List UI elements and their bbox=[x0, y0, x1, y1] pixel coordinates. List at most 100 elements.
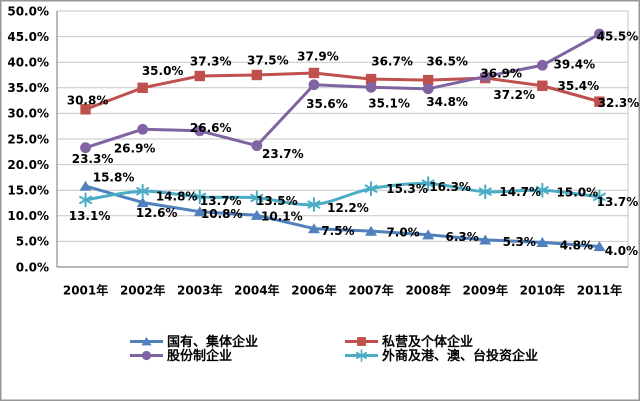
data-label: 13.5% bbox=[256, 194, 298, 208]
series-line bbox=[84, 71, 601, 111]
data-label: 16.3% bbox=[429, 180, 471, 194]
data-point-marker bbox=[250, 190, 264, 206]
legend-label: 国有、集体企业 bbox=[167, 334, 258, 350]
series-labels-3: 13.1%14.8% 13.7% 13.5% 12.2%15.3% 16.3% 14.7%… bbox=[69, 180, 639, 223]
data-point-marker bbox=[79, 192, 93, 208]
y-tick-label: 0.0% bbox=[16, 260, 49, 274]
data-point-marker bbox=[478, 184, 492, 200]
series-line bbox=[84, 32, 601, 150]
series-line bbox=[84, 184, 601, 249]
data-point-marker bbox=[365, 81, 377, 93]
data-label: 37.2% bbox=[493, 88, 535, 102]
x-axis-label: 2003年 bbox=[177, 283, 222, 298]
data-label: 13.7% bbox=[597, 195, 639, 209]
data-point-marker bbox=[307, 197, 321, 212]
x-axis-label: 2006年 bbox=[291, 283, 336, 298]
data-point-marker bbox=[422, 83, 434, 95]
data-label: 35.6% bbox=[306, 97, 348, 111]
y-tick-label: 50.0% bbox=[7, 4, 49, 18]
data-point-marker bbox=[251, 140, 263, 152]
data-point-marker bbox=[479, 71, 491, 82]
y-tick-label: 5.0% bbox=[16, 235, 49, 249]
data-point-marker bbox=[592, 189, 606, 205]
data-point-marker bbox=[308, 67, 320, 79]
data-label: 32.3% bbox=[598, 96, 640, 110]
data-point-marker bbox=[422, 229, 435, 240]
x-axis-label: 2008年 bbox=[405, 283, 450, 298]
x-axis-label: 2001年 bbox=[63, 283, 108, 298]
series-2 bbox=[80, 28, 605, 154]
data-label: 37.9% bbox=[297, 49, 339, 63]
data-label: 15.8% bbox=[93, 170, 135, 184]
data-label: 5.3% bbox=[503, 235, 536, 249]
data-label: 34.8% bbox=[426, 95, 468, 109]
data-label: 14.8% bbox=[156, 190, 198, 204]
x-axis-label: 2004年 bbox=[234, 283, 279, 298]
data-point-marker bbox=[365, 225, 378, 236]
data-label: 35.4% bbox=[558, 79, 600, 93]
series-line bbox=[84, 181, 601, 207]
data-label: 39.4% bbox=[554, 58, 596, 72]
data-label: 36.9% bbox=[480, 66, 522, 80]
data-point-marker bbox=[80, 104, 91, 115]
x-axis-label: 2002年 bbox=[120, 283, 165, 298]
y-tick-label: 25.0% bbox=[7, 132, 49, 146]
legend-item: 外商及港、澳、台投资企业 bbox=[345, 348, 538, 364]
data-point-marker bbox=[193, 206, 206, 217]
series-labels-2: 23.3%26.9% 26.6% 23.7% 35.6% 35.1% 34.8% 37.2%… bbox=[72, 29, 639, 166]
data-point-marker bbox=[308, 79, 320, 91]
x-axis-label: 2011年 bbox=[577, 283, 622, 298]
legend-label: 外商及港、澳、台投资企业 bbox=[381, 348, 538, 364]
x-axis-label: 2010年 bbox=[520, 283, 565, 298]
data-label: 45.5% bbox=[597, 29, 639, 43]
data-label: 10.8% bbox=[201, 207, 243, 221]
legend-label: 股份制企业 bbox=[167, 348, 232, 364]
data-point-marker bbox=[194, 125, 206, 137]
data-point-marker bbox=[79, 180, 92, 191]
data-point-marker bbox=[355, 349, 368, 362]
y-tick-label: 40.0% bbox=[7, 56, 49, 70]
data-label: 35.0% bbox=[142, 64, 184, 78]
data-label: 13.7% bbox=[200, 194, 242, 208]
data-label: 35.1% bbox=[368, 97, 410, 111]
data-label: 36.7% bbox=[371, 54, 413, 68]
data-label: 7.0% bbox=[386, 225, 419, 239]
data-point-marker bbox=[141, 336, 152, 346]
data-point-marker bbox=[536, 237, 549, 248]
data-point-marker bbox=[137, 82, 148, 93]
data-label: 37.5% bbox=[247, 53, 289, 67]
data-label: 12.6% bbox=[136, 206, 178, 220]
data-point-marker bbox=[365, 73, 377, 85]
data-label: 7.5% bbox=[321, 224, 354, 238]
data-label: 10.1% bbox=[261, 210, 303, 224]
data-point-marker bbox=[251, 69, 263, 81]
x-axis-label: 2007年 bbox=[348, 283, 393, 298]
data-point-marker bbox=[137, 123, 149, 135]
data-point-marker bbox=[535, 182, 549, 198]
data-point-marker bbox=[594, 96, 605, 107]
data-point-marker bbox=[193, 189, 207, 205]
data-label: 23.3% bbox=[72, 152, 114, 166]
data-label: 15.3% bbox=[386, 182, 428, 196]
series-labels-0: 15.8% 12.6% 10.8% 10.1% 7.5% 7.0% 6.3% 5.3% 4.8%… bbox=[93, 170, 638, 257]
data-point-marker bbox=[421, 176, 435, 191]
data-point-marker bbox=[136, 183, 150, 199]
data-label: 36.5% bbox=[426, 54, 468, 68]
data-point-marker bbox=[593, 241, 606, 252]
data-point-marker bbox=[141, 350, 152, 361]
data-point-marker bbox=[479, 234, 492, 245]
y-tick-label: 45.0% bbox=[7, 30, 49, 44]
data-point-marker bbox=[307, 223, 320, 234]
data-label: 4.8% bbox=[560, 239, 593, 253]
data-label: 15.0% bbox=[557, 186, 599, 200]
data-label: 12.2% bbox=[327, 201, 369, 215]
data-label: 26.6% bbox=[190, 121, 232, 135]
legend-item: 私营及个体企业 bbox=[345, 334, 473, 350]
data-label: 13.1% bbox=[69, 209, 111, 223]
data-label: 4.0% bbox=[605, 244, 638, 258]
data-point-marker bbox=[422, 74, 434, 86]
y-tick-label: 10.0% bbox=[7, 209, 49, 223]
legend-item: 国有、集体企业 bbox=[130, 334, 258, 350]
